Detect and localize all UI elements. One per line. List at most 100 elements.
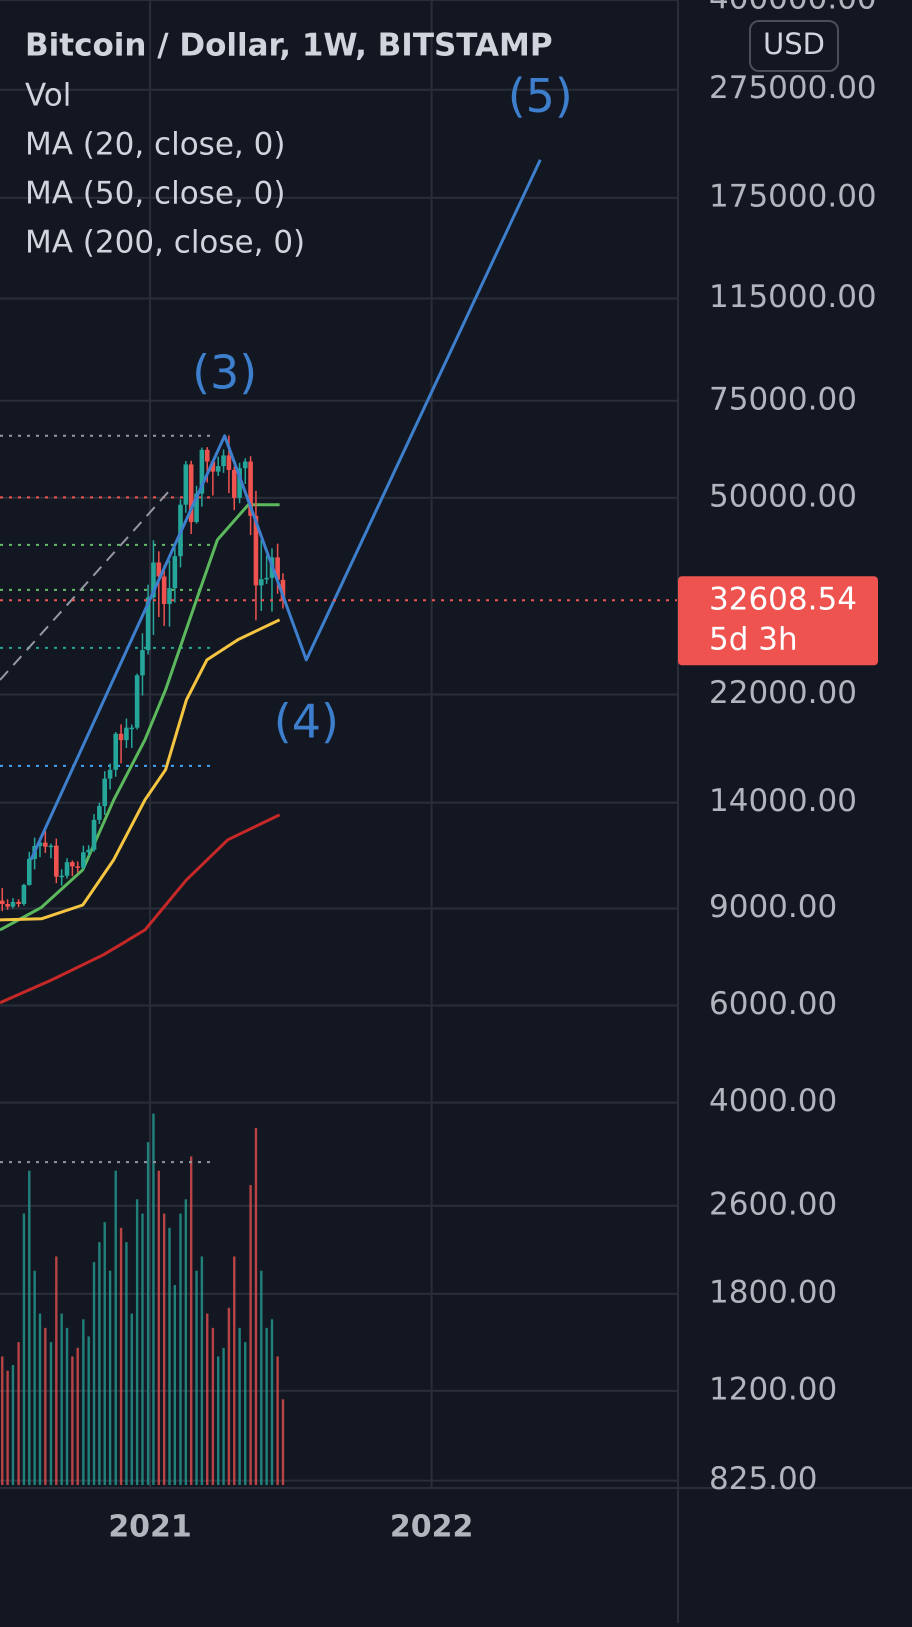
candle-body — [97, 806, 102, 820]
candle-body — [237, 468, 242, 498]
volume-bar — [195, 1270, 198, 1485]
candle-body — [129, 727, 135, 730]
candle-body — [231, 469, 237, 498]
candle-body — [91, 819, 97, 850]
candle-body — [242, 461, 248, 469]
candle-body — [21, 884, 27, 904]
volume-bar — [179, 1213, 182, 1485]
candle-body — [226, 455, 232, 470]
candle-body — [264, 577, 269, 580]
volume-bar — [135, 1199, 139, 1485]
volume-bar — [173, 1285, 177, 1485]
candle-body — [5, 903, 10, 907]
moving-average-line — [0, 503, 280, 932]
candle-body — [134, 675, 140, 728]
candle-body — [161, 576, 167, 605]
volume-bar — [49, 1342, 53, 1485]
candle-body — [210, 461, 216, 472]
y-tick-label: 6000.00 — [709, 986, 837, 1022]
volume-bar — [11, 1365, 15, 1485]
volume-bar — [244, 1342, 247, 1485]
moving-average-line — [0, 813, 281, 1005]
candle-body — [70, 862, 75, 867]
y-tick-label: 1800.00 — [709, 1274, 837, 1310]
volume-bar — [168, 1227, 171, 1485]
last-price-label: 32608.54 — [709, 582, 857, 618]
y-tick-label: 825.00 — [709, 1461, 817, 1497]
candle-body — [102, 778, 108, 807]
currency-button[interactable] — [749, 20, 839, 72]
y-tick-label: 400000.00 — [709, 0, 877, 17]
volume-bar — [44, 1327, 47, 1485]
candle-body — [253, 515, 259, 586]
bar-countdown: 5d 3h — [709, 622, 798, 658]
candle-body — [221, 455, 226, 467]
candle-body — [113, 733, 119, 770]
candle-body — [151, 562, 156, 598]
volume-bar — [114, 1170, 117, 1485]
volume-bar — [141, 1213, 144, 1485]
volume-bar — [108, 1270, 112, 1485]
volume-bar — [222, 1347, 225, 1485]
candle-body — [204, 449, 210, 462]
x-tick-label: 2022 — [390, 1510, 474, 1545]
chart-title: Bitcoin / Dollar, 1W, BITSTAMP — [25, 28, 553, 64]
candle-body — [10, 901, 16, 907]
candle-body — [167, 588, 172, 605]
legend-entry: MA (200, close, 0) — [25, 225, 305, 261]
candle-body — [75, 866, 81, 868]
candle-body — [194, 493, 199, 523]
volume-bar — [157, 1170, 161, 1485]
y-tick-label: 9000.00 — [709, 889, 837, 925]
last-price-box — [678, 576, 878, 666]
y-tick-label: 50000.00 — [709, 478, 857, 514]
candle-body — [43, 842, 48, 847]
volume-bar — [38, 1313, 42, 1485]
candle-body — [188, 464, 194, 523]
currency-label[interactable]: USD — [763, 27, 825, 61]
wave-label: (5) — [508, 69, 573, 123]
y-tick-label: 14000.00 — [709, 783, 857, 819]
wave-label: (3) — [192, 345, 257, 399]
volume-bar — [55, 1256, 58, 1485]
candle-body — [124, 727, 129, 741]
candle-body — [48, 845, 54, 848]
candle-body — [37, 842, 43, 847]
volume-bar — [33, 1270, 36, 1485]
axes: 400000.00 275000.00 175000.00 115000.00 7500… — [108, 0, 878, 1545]
candle-body — [145, 597, 151, 651]
volume-bar — [71, 1356, 74, 1485]
volume-bar — [254, 1127, 258, 1485]
candle-body — [81, 852, 86, 868]
candle-body — [0, 900, 5, 904]
volume-bar — [87, 1336, 90, 1485]
grid — [0, 0, 678, 1488]
candle-body — [86, 849, 91, 853]
moving-average-line — [0, 618, 281, 922]
candle-body — [16, 901, 21, 904]
volume-bar — [211, 1327, 215, 1485]
candle-body — [248, 461, 253, 516]
volume-bar — [98, 1242, 101, 1485]
legend-entry: MA (50, close, 0) — [25, 176, 285, 212]
volume-bar — [152, 1113, 155, 1485]
volume-bar — [1, 1356, 4, 1485]
y-tick-label: 275000.00 — [709, 70, 877, 106]
legend-entry: MA (20, close, 0) — [25, 127, 285, 163]
x-tick-label: 2021 — [108, 1510, 192, 1545]
volume-bar — [119, 1227, 123, 1485]
volume-bar — [125, 1242, 128, 1485]
volume-bar — [249, 1185, 252, 1485]
volume-bar — [28, 1170, 31, 1485]
candle-body — [59, 875, 64, 878]
volume-bar — [103, 1222, 106, 1485]
candle-body — [107, 769, 113, 779]
volume-bar — [146, 1142, 150, 1485]
volume-bar — [92, 1262, 96, 1485]
volume-bar — [22, 1213, 26, 1485]
candle-body — [199, 449, 205, 494]
candle-body — [215, 466, 221, 472]
candle-body — [54, 845, 59, 877]
